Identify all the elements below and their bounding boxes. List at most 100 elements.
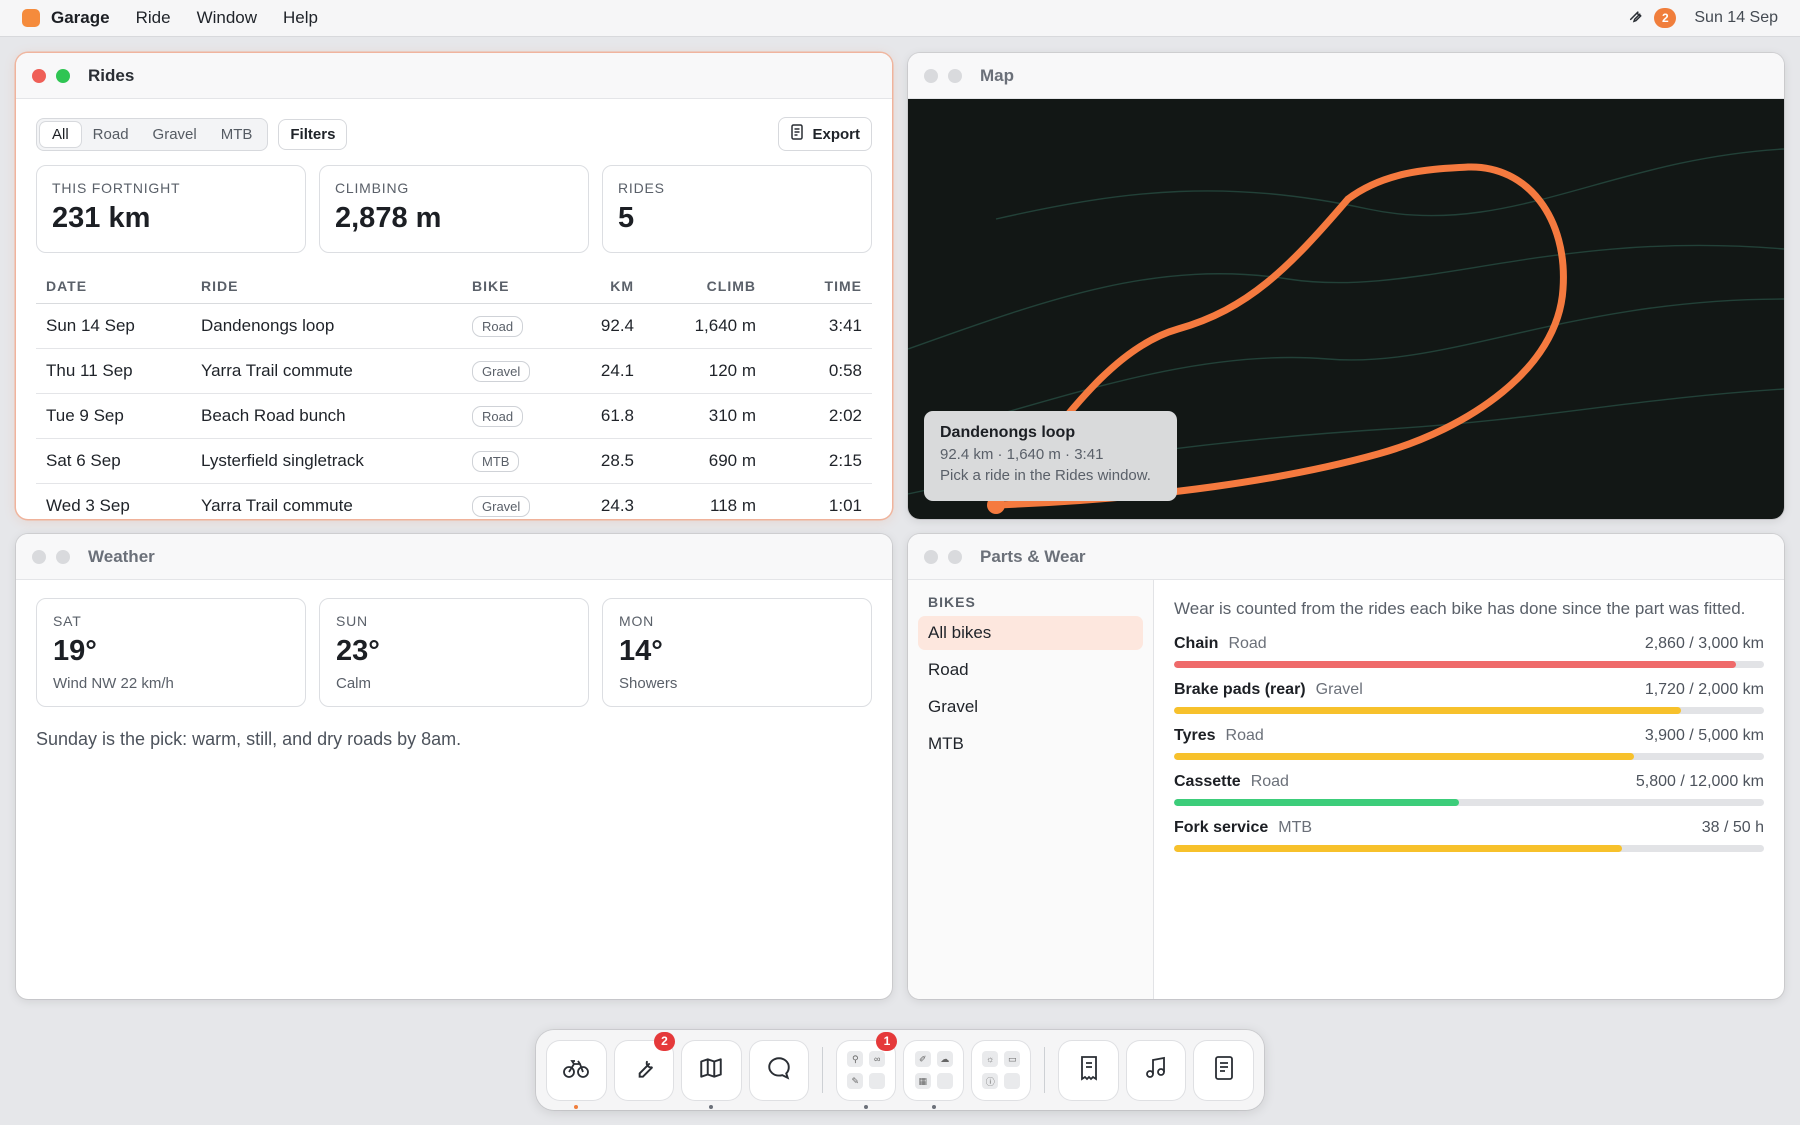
column-header-date[interactable]: DATE <box>36 269 191 304</box>
ride-time: 2:02 <box>766 393 872 439</box>
part-name: Tyres <box>1174 727 1216 744</box>
segment-road[interactable]: Road <box>92 125 129 143</box>
ride-climb: 1,640 m <box>644 303 766 349</box>
part-item[interactable]: Brake pads (rear) Gravel 1,720 / 2,000 k… <box>1174 681 1764 714</box>
card-title: Dandenongs loop <box>940 424 1076 441</box>
column-header-bike[interactable]: BIKE <box>462 269 572 304</box>
dock-map[interactable] <box>682 1040 741 1109</box>
menu-ride[interactable]: Ride <box>135 8 171 27</box>
part-item[interactable]: Chain Road 2,860 / 3,000 km <box>1174 635 1764 668</box>
ride-date: Sat 6 Sep <box>36 438 191 484</box>
stat-card-distance: THIS FORTNIGHT 231 km <box>36 165 306 253</box>
table-row[interactable]: Thu 11 Sep Yarra Trail commute Gravel 24.1 1… <box>36 348 872 394</box>
bicycle-icon <box>562 1054 590 1087</box>
stat-label: THIS FORTNIGHT <box>52 180 181 196</box>
segment-all[interactable]: All <box>40 121 81 147</box>
stat-value: 2,878 m <box>335 202 442 234</box>
ride-name: Yarra Trail commute <box>191 348 462 394</box>
map-icon <box>698 1055 724 1086</box>
bike-tag: Road <box>472 315 524 337</box>
dock-folder-tools[interactable]: ✐ ☁ ▦ <box>904 1040 963 1109</box>
ride-bike-cell: Gravel <box>462 483 572 519</box>
ride-date: Thu 11 Sep <box>36 348 191 394</box>
table-row[interactable]: Tue 9 Sep Beach Road bunch Road 61.8 310 m 2:… <box>36 393 872 439</box>
column-header-time[interactable]: TIME <box>766 269 872 304</box>
forecast-temp: 19° <box>53 635 97 667</box>
segment-mtb[interactable]: MTB <box>220 125 253 143</box>
dock-badge: 2 <box>654 1031 675 1051</box>
part-usage: 1,720 / 2,000 km <box>1644 681 1764 698</box>
weather-titlebar[interactable]: Weather <box>16 534 892 580</box>
maintenance-badge[interactable]: 2 <box>1654 8 1677 28</box>
ride-name: Dandenongs loop <box>191 303 462 349</box>
ride-bike-cell: Road <box>462 393 572 439</box>
sidebar-item-mtb[interactable]: MTB <box>928 734 964 753</box>
part-item[interactable]: Cassette Road 5,800 / 12,000 km <box>1174 773 1764 806</box>
column-header-km[interactable]: KM <box>572 269 644 304</box>
sidebar-item-road[interactable]: Road <box>928 660 969 679</box>
forecast-temp: 14° <box>619 635 663 667</box>
part-name: Brake pads (rear) <box>1174 681 1306 698</box>
rides-titlebar[interactable]: Rides <box>16 53 892 99</box>
notes-icon <box>1212 1055 1236 1086</box>
close-button[interactable] <box>924 549 938 564</box>
table-row[interactable]: Wed 3 Sep Yarra Trail commute Gravel 24.3 11… <box>36 483 872 519</box>
menu-clock[interactable]: Sun 14 Sep <box>1694 9 1778 26</box>
part-bike: Road <box>1250 773 1289 790</box>
bike-tag: Road <box>472 405 524 427</box>
dock-separator <box>822 1047 823 1093</box>
dock-garage[interactable] <box>547 1040 606 1109</box>
filters-button[interactable]: Filters <box>278 118 348 150</box>
dock: 2 ⚲ ∞ ✎ 1 ✐ ☁ ▦ ☼ ▭ ⓘ <box>536 1030 1264 1110</box>
segment-gravel[interactable]: Gravel <box>152 125 197 143</box>
dock-music[interactable] <box>1126 1040 1186 1100</box>
part-item[interactable]: Tyres Road 3,900 / 5,000 km <box>1174 727 1764 760</box>
table-row[interactable]: Sat 6 Sep Lysterfield singletrack MTB 28.5 6… <box>36 438 872 484</box>
dock-maintenance[interactable]: 2 <box>614 1031 675 1100</box>
wear-bar <box>1174 707 1764 714</box>
ride-date: Sun 14 Sep <box>36 303 191 349</box>
ride-km: 28.5 <box>572 438 644 484</box>
menu-help[interactable]: Help <box>283 8 318 27</box>
table-row[interactable]: Sun 14 Sep Dandenongs loop Road 92.4 1,640 m… <box>36 303 872 349</box>
music-icon <box>1144 1055 1168 1086</box>
map-titlebar[interactable]: Map <box>908 53 1784 99</box>
dock-folder-rides[interactable]: ⚲ ∞ ✎ 1 <box>836 1031 898 1109</box>
app-icon[interactable] <box>22 9 40 27</box>
menu-window[interactable]: Window <box>196 8 258 27</box>
sidebar-item-gravel[interactable]: Gravel <box>928 697 979 716</box>
stat-card-climbing: CLIMBING 2,878 m <box>319 165 589 253</box>
close-button[interactable] <box>32 68 46 83</box>
column-header-ride[interactable]: RIDE <box>191 269 462 304</box>
wear-bar-fill <box>1174 753 1635 760</box>
chat-icon <box>766 1055 792 1086</box>
ride-name: Lysterfield singletrack <box>191 438 462 484</box>
dock-folder-system[interactable]: ☼ ▭ ⓘ <box>971 1040 1031 1100</box>
bikes-sidebar: BIKES All bikes Road Gravel MTB <box>908 580 1154 999</box>
part-item[interactable]: Fork service MTB 38 / 50 h <box>1174 819 1764 852</box>
tools-folder-icon: ✐ ☁ ▦ <box>914 1051 953 1089</box>
close-button[interactable] <box>32 549 46 564</box>
zoom-button[interactable] <box>948 68 962 83</box>
map-canvas[interactable]: Dandenongs loop 92.4 km · 1,640 m · 3:41… <box>908 99 1784 519</box>
sidebar-item-all-bikes[interactable]: All bikes <box>918 616 1143 650</box>
export-button[interactable]: Export <box>778 117 872 151</box>
part-bike: MTB <box>1278 819 1313 836</box>
dock-messages[interactable] <box>749 1040 808 1100</box>
zoom-button[interactable] <box>56 68 70 83</box>
zoom-button[interactable] <box>56 549 70 564</box>
parts-titlebar[interactable]: Parts & Wear <box>908 534 1784 580</box>
app-menu[interactable]: Garage <box>51 8 110 27</box>
zoom-button[interactable] <box>948 549 962 564</box>
weather-window: Weather SAT 19° Wind NW 22 km/h SUN 23° … <box>16 534 892 999</box>
wear-bar <box>1174 845 1764 852</box>
close-button[interactable] <box>924 68 938 83</box>
dock-receipts[interactable] <box>1059 1040 1118 1100</box>
ride-time: 2:15 <box>766 438 872 484</box>
ride-climb: 690 m <box>644 438 766 484</box>
wrench-icon[interactable] <box>1628 8 1644 29</box>
column-header-climb[interactable]: CLIMB <box>644 269 766 304</box>
bike-tag: MTB <box>472 450 520 472</box>
dock-notes[interactable] <box>1194 1040 1253 1100</box>
stat-card-rides: RIDES 5 <box>602 165 872 253</box>
